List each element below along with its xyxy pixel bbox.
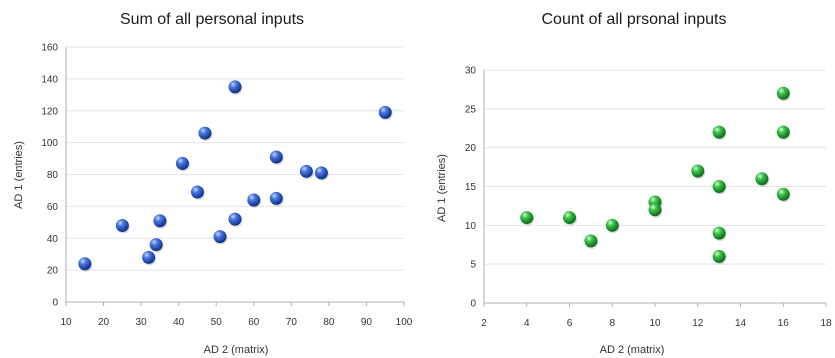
count-chart-data-point [755, 172, 769, 186]
sum-chart-y-ticks: 0 20 40 60 80 100 120 140 160 [41, 43, 58, 309]
count-chart-points [520, 86, 791, 265]
sum-chart: Sum of all personal inputs AD 2 (matrix)… [13, 11, 413, 356]
sum-chart-data-point [78, 257, 92, 271]
count-chart-data-point [712, 180, 726, 193]
sum-chart-data-point [213, 230, 227, 244]
sum-chart-data-point [149, 238, 163, 252]
count-chart-gridlines [483, 69, 826, 304]
count-chart-y-tick-label: 20 [465, 143, 477, 154]
sum-chart-data-point [269, 150, 283, 164]
count-chart-y-tick-label: 5 [470, 260, 476, 271]
count-chart-title: Count of all prsonal inputs [542, 11, 727, 28]
sum-chart-title: Sum of all personal inputs [120, 11, 304, 28]
count-chart-data-point [605, 218, 619, 232]
count-chart-x-tick-label: 10 [649, 318, 661, 329]
sum-chart-x-tick-label: 60 [248, 317, 260, 328]
count-chart-data-point [776, 86, 790, 100]
count-chart-y-tick-label: 10 [465, 221, 477, 232]
sum-chart-y-tick-label: 60 [47, 202, 59, 213]
count-chart-data-point [648, 203, 662, 217]
sum-chart-y-tick-label: 0 [52, 298, 58, 309]
sum-chart-x-ticks: 10 20 30 40 50 60 70 80 90 100 [60, 302, 413, 328]
sum-chart-x-tick-label: 100 [396, 317, 413, 328]
sum-chart-data-point [175, 156, 189, 170]
count-chart-x-tick-label: 4 [524, 318, 530, 329]
count-chart-data-point [520, 211, 534, 225]
sum-chart-data-point [228, 80, 242, 94]
sum-chart-y-tick-label: 20 [47, 266, 59, 277]
sum-chart-x-tick-label: 80 [323, 317, 335, 328]
sum-chart-data-point [378, 105, 392, 119]
sum-chart-data-point [314, 166, 328, 180]
count-chart-y-tick-label: 30 [465, 66, 477, 77]
count-chart-data-point [691, 164, 705, 178]
count-chart-data-point [584, 234, 598, 248]
sum-chart-x-tick-label: 10 [60, 317, 72, 328]
sum-chart-data-point [115, 219, 129, 232]
sum-chart-x-tick-label: 30 [136, 317, 148, 328]
count-chart-x-tick-label: 14 [735, 318, 747, 329]
sum-chart-x-tick-label: 40 [173, 317, 185, 328]
sum-chart-y-tick-label: 140 [41, 74, 58, 85]
count-chart-data-point [776, 187, 790, 201]
sum-chart-data-point [198, 126, 212, 140]
count-chart-data-point [712, 125, 726, 139]
sum-chart-data-point [190, 185, 204, 199]
count-chart-y-tick-label: 0 [470, 299, 476, 310]
count-chart-x-tick-label: 2 [481, 318, 487, 329]
sum-chart-points [78, 80, 393, 272]
count-chart-y-tick-label: 25 [465, 104, 477, 115]
count-chart-x-tick-label: 6 [567, 318, 573, 329]
sum-chart-x-tick-label: 90 [361, 317, 373, 328]
count-chart-x-tick-label: 16 [778, 318, 790, 329]
sum-chart-x-tick-label: 50 [211, 317, 223, 328]
sum-chart-y-tick-label: 100 [41, 138, 58, 149]
sum-chart-x-tick-label: 20 [98, 317, 110, 328]
sum-chart-data-point [228, 212, 242, 226]
count-chart-x-ticks: 2 4 6 8 10 12 14 16 18 [481, 303, 832, 329]
count-chart-data-point [712, 249, 726, 263]
sum-chart-data-point [269, 191, 283, 205]
count-chart-y-ticks: 0 5 10 15 20 25 30 [465, 66, 477, 310]
sum-chart-data-point [299, 164, 313, 178]
count-chart-x-tick-label: 18 [820, 318, 832, 329]
sum-chart-x-axis-label: AD 2 (matrix) [204, 344, 269, 356]
sum-chart-x-tick-label: 70 [286, 317, 298, 328]
sum-chart-y-tick-label: 40 [47, 234, 59, 245]
count-chart: Count of all prsonal inputs AD 2 (matrix… [436, 11, 832, 356]
count-chart-y-tick-label: 15 [465, 182, 477, 193]
count-chart-y-axis-label: AD 1 (entries) [436, 154, 448, 222]
sum-chart-data-point [142, 250, 156, 264]
sum-chart-y-tick-label: 120 [41, 106, 58, 117]
count-chart-data-point [776, 125, 790, 139]
sum-chart-y-tick-label: 160 [41, 43, 58, 54]
sum-chart-data-point [153, 214, 167, 228]
count-chart-x-axis-label: AD 2 (matrix) [600, 344, 665, 356]
sum-chart-data-point [247, 193, 261, 207]
count-chart-x-tick-label: 12 [692, 318, 704, 329]
sum-chart-y-tick-label: 80 [47, 170, 59, 181]
count-chart-data-point [712, 226, 726, 240]
count-chart-x-tick-label: 8 [609, 318, 615, 329]
count-chart-data-point [563, 211, 576, 225]
sum-chart-y-axis-label: AD 1 (entries) [13, 141, 25, 209]
sum-chart-gridlines [65, 46, 404, 303]
